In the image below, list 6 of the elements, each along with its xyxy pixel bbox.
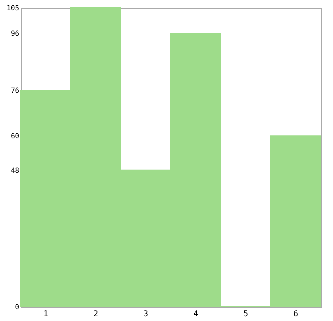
x-tick-label: 3 [144,310,149,318]
x-tick-label: 6 [294,310,299,318]
x-tick-label: 1 [44,310,49,318]
x-tick-label: 2 [94,310,99,318]
x-tick-label: 5 [244,310,249,318]
x-tick-label: 4 [194,310,199,318]
